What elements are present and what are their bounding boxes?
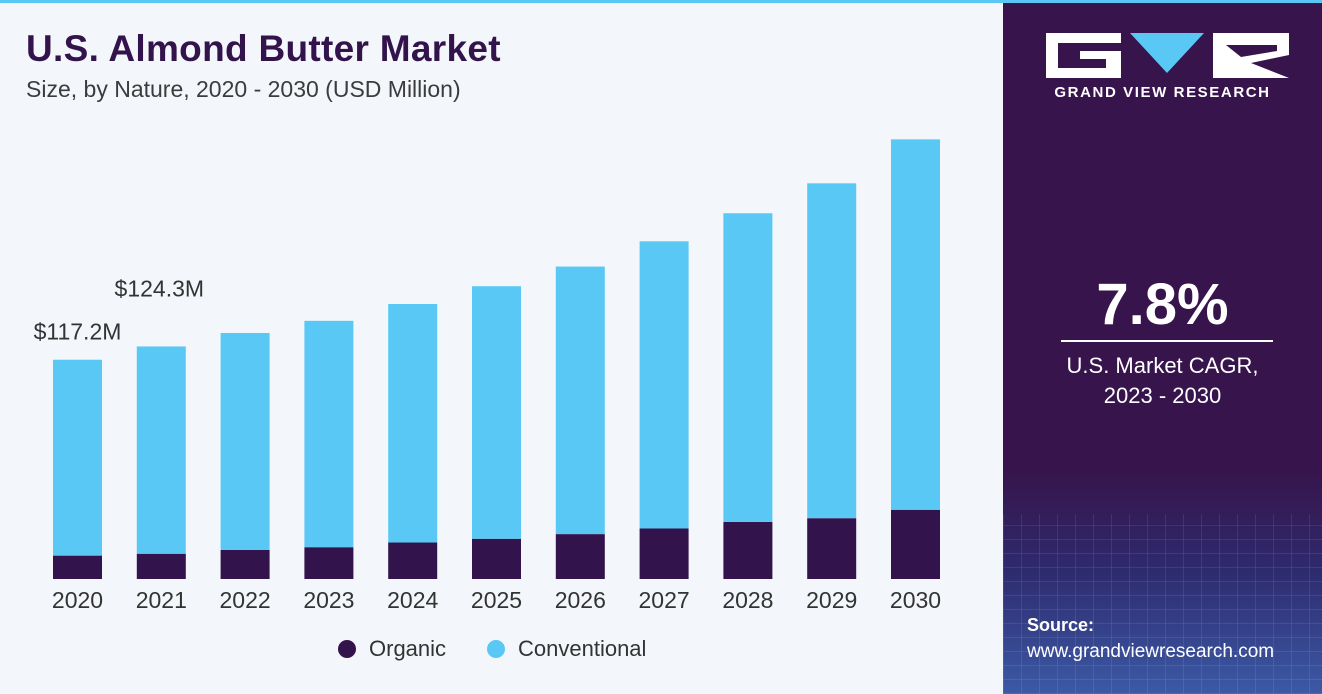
bar-conventional-2025 [472, 286, 521, 539]
bar-conventional-2021 [136, 346, 186, 554]
cagr-divider [1061, 340, 1273, 342]
legend-label-conventional: Conventional [518, 636, 646, 661]
chart-title: U.S. Almond Butter Market [26, 28, 501, 69]
legend-label-organic: Organic [369, 636, 446, 661]
grand-view-research-logo [1046, 33, 1289, 78]
bar-organic-2026 [555, 534, 605, 579]
logo-text: GRAND VIEW RESEARCH [1054, 84, 1271, 101]
value-label-2020: $117.2M [34, 319, 122, 345]
legend-marker-organic [338, 640, 356, 658]
x-tick-label: 2020 [52, 587, 103, 613]
bar-organic-2028 [723, 521, 773, 579]
bar-organic-2029 [807, 518, 857, 579]
bar-organic-2024 [388, 542, 438, 579]
bar-organic-2020 [53, 555, 102, 579]
x-tick-label: 2022 [220, 587, 271, 613]
bar-organic-2022 [220, 550, 270, 579]
chart-subtitle: Size, by Nature, 2020 - 2030 (USD Millio… [26, 76, 461, 102]
bar-organic-2030 [891, 509, 940, 579]
source-link[interactable]: www.grandviewresearch.com [1027, 641, 1275, 662]
x-tick-label: 2027 [639, 587, 690, 613]
cagr-label: U.S. Market CAGR, 2023 - 2030 [1003, 351, 1322, 411]
top-accent-bar [0, 0, 1322, 3]
bar-conventional-2029 [807, 183, 857, 519]
brand-panel: GRAND VIEW RESEARCH 7.8% U.S. Market CAG… [1003, 3, 1322, 694]
value-label-2021: $124.3M [115, 275, 205, 301]
bar-conventional-2020 [53, 359, 102, 556]
x-tick-label: 2025 [471, 587, 522, 613]
bar-chart: 2020 2021 2022 2023 2024 2025 2026 2027 2028 2029… [34, 139, 941, 661]
cagr-value: 7.8% [1096, 272, 1229, 337]
legend-marker-conventional [487, 640, 505, 658]
bar-conventional-2030 [891, 139, 940, 510]
bar-organic-2025 [472, 538, 521, 579]
bar-conventional-2026 [555, 266, 605, 535]
bar-organic-2027 [639, 528, 689, 579]
bar-conventional-2024 [388, 303, 438, 543]
x-tick-label: 2023 [303, 587, 354, 613]
x-tick-label: 2021 [136, 587, 187, 613]
x-tick-label: 2026 [555, 587, 606, 613]
x-tick-label: 2029 [806, 587, 857, 613]
source-label: Source: [1027, 615, 1095, 635]
x-tick-label: 2028 [722, 587, 773, 613]
bar-organic-2023 [304, 547, 354, 579]
bar-conventional-2028 [723, 213, 773, 522]
x-tick-label: 2024 [387, 587, 438, 613]
bar-conventional-2023 [304, 320, 354, 548]
cagr-label-line2: 2023 - 2030 [1103, 383, 1222, 408]
bar-conventional-2027 [639, 241, 689, 529]
cagr-label-line1: U.S. Market CAGR, [1066, 353, 1259, 378]
decorative-grid [1003, 514, 1322, 694]
bar-organic-2021 [136, 553, 186, 579]
x-tick-label: 2030 [890, 587, 941, 613]
bar-conventional-2022 [220, 332, 270, 551]
